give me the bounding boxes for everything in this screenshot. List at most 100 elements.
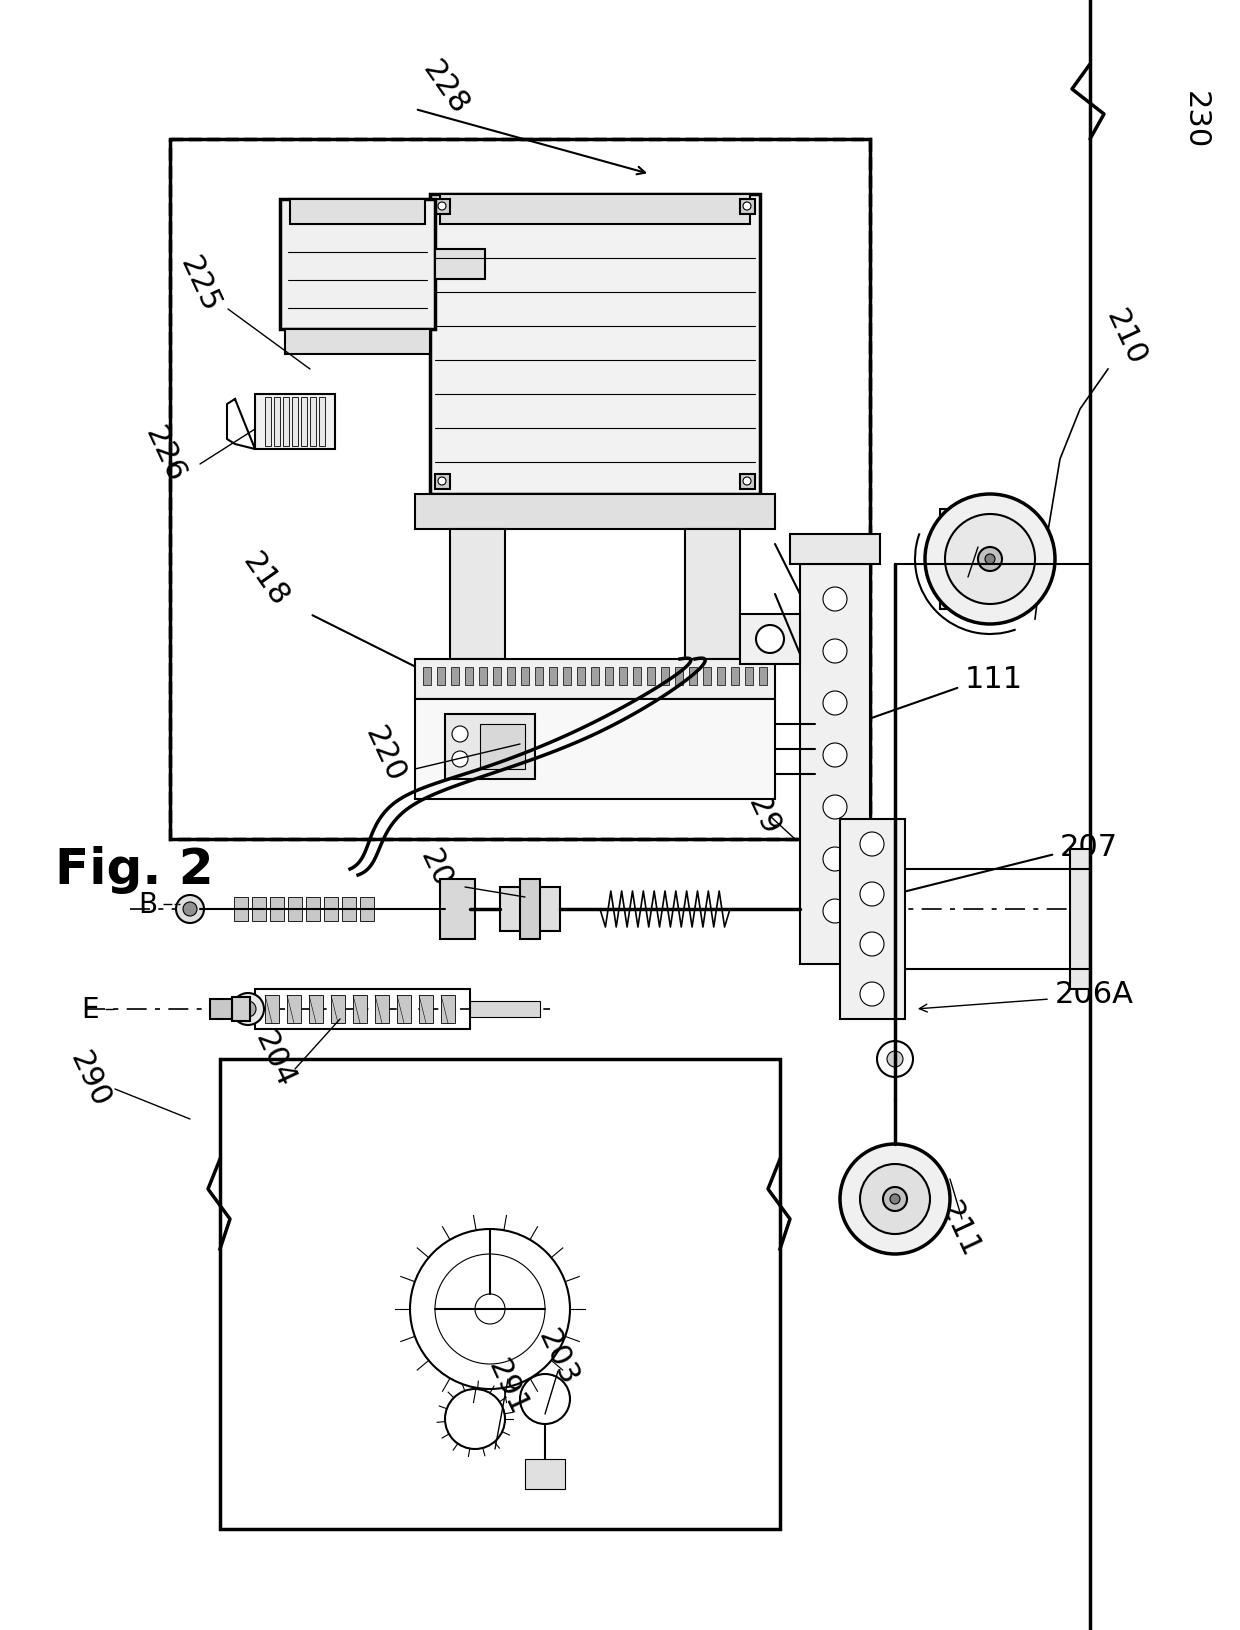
Circle shape bbox=[925, 494, 1055, 624]
Circle shape bbox=[861, 1164, 930, 1234]
Text: 228: 228 bbox=[417, 55, 474, 121]
Circle shape bbox=[861, 932, 884, 957]
Bar bbox=[285, 329, 430, 355]
Bar bbox=[436, 668, 445, 686]
Circle shape bbox=[978, 548, 1002, 572]
Bar bbox=[703, 668, 711, 686]
Bar bbox=[732, 668, 739, 686]
Circle shape bbox=[823, 588, 847, 611]
Bar bbox=[479, 668, 487, 686]
Bar bbox=[605, 668, 613, 686]
Bar bbox=[309, 996, 322, 1024]
Bar bbox=[745, 668, 753, 686]
Bar bbox=[451, 668, 459, 686]
Bar bbox=[520, 880, 539, 939]
Circle shape bbox=[453, 751, 467, 768]
Bar bbox=[661, 668, 670, 686]
Bar bbox=[632, 668, 641, 686]
Circle shape bbox=[985, 554, 994, 564]
Circle shape bbox=[184, 903, 197, 916]
Bar bbox=[577, 668, 585, 686]
Text: 218: 218 bbox=[237, 548, 294, 611]
Bar bbox=[219, 1060, 780, 1529]
Text: 230: 230 bbox=[1180, 91, 1209, 148]
Text: 211: 211 bbox=[935, 1196, 986, 1262]
Bar bbox=[480, 725, 525, 769]
Text: 206A: 206A bbox=[1055, 980, 1135, 1009]
Bar bbox=[619, 668, 627, 686]
Bar bbox=[319, 398, 325, 447]
Text: 290: 290 bbox=[64, 1046, 115, 1112]
Bar bbox=[435, 200, 450, 215]
Circle shape bbox=[823, 795, 847, 820]
Circle shape bbox=[823, 691, 847, 716]
Bar bbox=[306, 898, 320, 921]
Bar bbox=[324, 898, 339, 921]
Bar bbox=[374, 996, 389, 1024]
Text: 229: 229 bbox=[734, 774, 785, 839]
Bar bbox=[255, 394, 335, 450]
Bar bbox=[210, 999, 232, 1019]
Circle shape bbox=[176, 895, 205, 924]
Bar bbox=[415, 660, 775, 699]
Bar bbox=[440, 196, 750, 225]
Bar bbox=[549, 668, 557, 686]
Bar bbox=[310, 398, 316, 447]
Text: 226: 226 bbox=[140, 422, 191, 487]
Bar bbox=[465, 668, 472, 686]
Bar bbox=[232, 998, 250, 1022]
Bar bbox=[423, 668, 432, 686]
Bar bbox=[440, 880, 475, 939]
Bar bbox=[525, 1459, 565, 1490]
Bar bbox=[800, 564, 870, 965]
Bar bbox=[494, 668, 501, 686]
Bar bbox=[234, 898, 248, 921]
Bar bbox=[342, 898, 356, 921]
Circle shape bbox=[883, 1187, 906, 1211]
Bar bbox=[684, 530, 740, 660]
Bar bbox=[397, 996, 410, 1024]
Bar bbox=[415, 494, 775, 530]
Bar bbox=[415, 699, 775, 799]
Bar bbox=[435, 249, 485, 280]
Bar bbox=[331, 996, 345, 1024]
Circle shape bbox=[823, 848, 847, 872]
Circle shape bbox=[839, 1144, 950, 1253]
Circle shape bbox=[438, 478, 446, 486]
Text: 225: 225 bbox=[175, 253, 226, 318]
Bar bbox=[940, 510, 994, 610]
Bar bbox=[353, 996, 367, 1024]
Text: 204: 204 bbox=[249, 1027, 300, 1092]
Circle shape bbox=[887, 1051, 903, 1068]
Circle shape bbox=[743, 478, 751, 486]
Text: 210: 210 bbox=[1100, 305, 1151, 370]
Bar bbox=[740, 474, 755, 489]
Circle shape bbox=[823, 743, 847, 768]
Bar bbox=[270, 898, 284, 921]
Bar bbox=[283, 398, 289, 447]
Text: 240: 240 bbox=[932, 535, 983, 600]
Bar bbox=[301, 398, 308, 447]
Bar bbox=[360, 898, 374, 921]
Bar bbox=[255, 989, 470, 1030]
Bar bbox=[759, 668, 768, 686]
Bar bbox=[647, 668, 655, 686]
Bar bbox=[521, 668, 529, 686]
Circle shape bbox=[756, 626, 784, 654]
Bar bbox=[441, 996, 455, 1024]
Text: 203: 203 bbox=[532, 1325, 584, 1390]
Bar bbox=[450, 530, 505, 660]
Bar bbox=[435, 474, 450, 489]
Bar bbox=[445, 714, 534, 779]
Circle shape bbox=[945, 515, 1035, 605]
Bar bbox=[500, 887, 560, 931]
Bar bbox=[170, 140, 870, 839]
Text: 207: 207 bbox=[1060, 833, 1118, 862]
Bar bbox=[430, 196, 760, 494]
Circle shape bbox=[823, 900, 847, 924]
Circle shape bbox=[861, 983, 884, 1006]
Bar bbox=[534, 668, 543, 686]
Bar bbox=[717, 668, 725, 686]
Bar bbox=[675, 668, 683, 686]
Circle shape bbox=[438, 202, 446, 210]
